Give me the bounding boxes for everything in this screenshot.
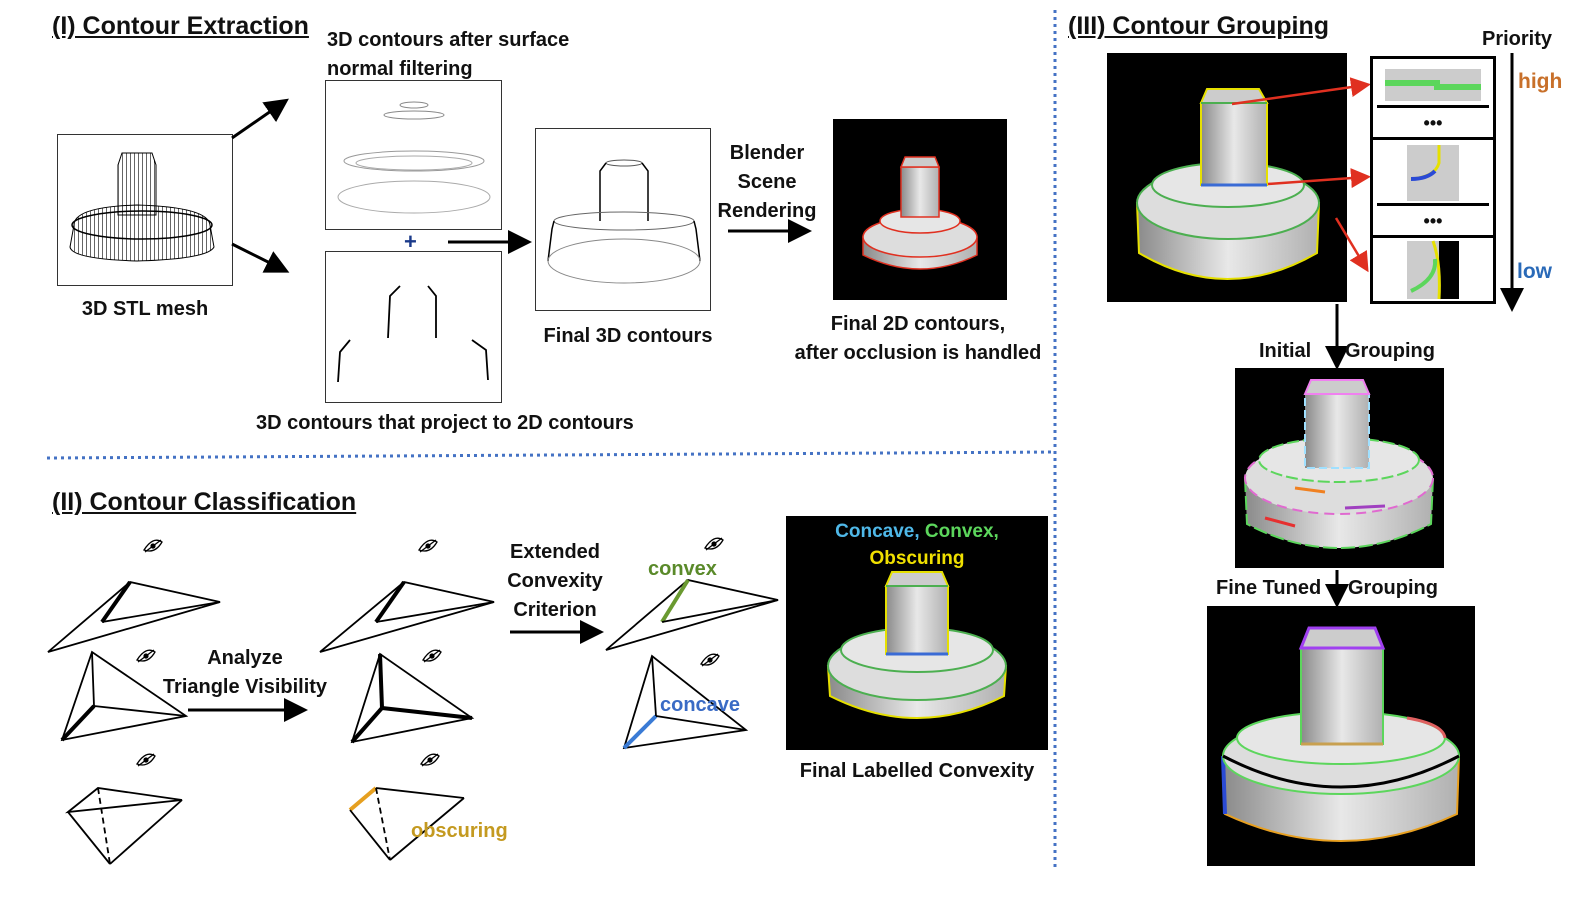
label-grouping-2: Grouping [1348, 577, 1438, 599]
caption-extended: Extended Convexity Criterion [500, 538, 610, 625]
caption-analyze-line1: Analyze [207, 647, 283, 669]
caption-extended-line1: Extended [509, 541, 601, 563]
priority-label: Priority [1482, 28, 1553, 50]
caption-analyze: Analyze Triangle Visibility [150, 644, 340, 702]
section-title-grouping: (III) Contour Grouping [1068, 12, 1330, 40]
label-initial: Initial [1259, 340, 1312, 362]
normal-filtering-panel [325, 80, 502, 230]
caption-extended-line3: Criterion [513, 599, 597, 621]
initial-grouping-image [1243, 379, 1435, 549]
plus-icon: + [404, 229, 417, 254]
legend-obscuring: Obscuring [869, 548, 965, 569]
legend-convex: Convex, [924, 521, 999, 542]
section-title-extraction: (I) Contour Extraction [52, 12, 309, 40]
caption-final-2d: Final 2D contours, after occlusion is ha… [780, 310, 1056, 368]
caption-blender-line2: Scene [737, 171, 797, 193]
label-convex: convex [648, 558, 717, 580]
caption-stl-mesh: 3D STL mesh [81, 298, 209, 320]
fine-tuned-image [1221, 626, 1461, 842]
priority-item-1-image [1385, 69, 1481, 101]
section-title-classification: (II) Contour Classification [52, 488, 357, 516]
caption-normal-filtering-line2: normal filtering [327, 58, 473, 80]
caption-blender-line3: Rendering [717, 200, 817, 222]
priority-dots-2: ••• [1373, 207, 1493, 238]
label-fine-tuned: Fine Tuned [1216, 577, 1322, 599]
fine-tuned-panel [1207, 606, 1475, 866]
caption-normal-filtering: 3D contours after surface normal filteri… [327, 26, 569, 84]
final-3d-image [547, 159, 701, 284]
priority-high: high [1518, 70, 1563, 93]
label-grouping-1: Grouping [1345, 340, 1435, 362]
caption-final-3d: Final 3D contours [543, 325, 713, 347]
normal-filtering-image [337, 101, 491, 214]
caption-blender: Blender Scene Rendering [712, 139, 822, 226]
priority-item-2 [1377, 141, 1489, 206]
final-2d-image [862, 156, 978, 270]
priority-low: low [1517, 260, 1552, 283]
caption-final-labelled: Final Labelled Convexity [799, 760, 1035, 782]
priority-item-2-image [1407, 145, 1459, 201]
caption-extended-line2: Convexity [507, 570, 603, 592]
caption-project-contours: 3D contours that project to 2D contours [256, 412, 634, 434]
priority-item-3 [1377, 239, 1489, 301]
project-contours-panel [325, 251, 502, 403]
stl-mesh-panel [57, 134, 233, 286]
final-2d-panel [833, 119, 1007, 300]
legend-concave: Concave, [835, 521, 920, 542]
caption-final-2d-line2: after occlusion is handled [794, 342, 1042, 364]
grouping-main-image [1135, 88, 1321, 280]
initial-grouping-panel [1235, 368, 1444, 568]
legend: Concave, Convex, Obscuring [786, 518, 1048, 572]
stl-mesh-image [69, 152, 215, 262]
caption-normal-filtering-line1: 3D contours after surface [327, 29, 570, 51]
caption-final-2d-line1: Final 2D contours, [830, 313, 1006, 335]
caption-analyze-line2: Triangle Visibility [162, 676, 328, 698]
final-labelled-image [826, 571, 1008, 719]
priority-item-3-image [1407, 240, 1459, 300]
priority-stack: ••• ••• [1370, 56, 1496, 304]
priority-dots-1: ••• [1373, 109, 1493, 140]
caption-blender-line1: Blender [729, 142, 805, 164]
priority-item-1 [1377, 63, 1489, 108]
project-contours-image [337, 285, 489, 383]
label-concave: concave [660, 694, 741, 716]
label-obscuring: obscuring [411, 820, 508, 842]
final-3d-panel [535, 128, 711, 311]
final-labelled-panel: Concave, Convex, Obscuring [786, 516, 1048, 750]
